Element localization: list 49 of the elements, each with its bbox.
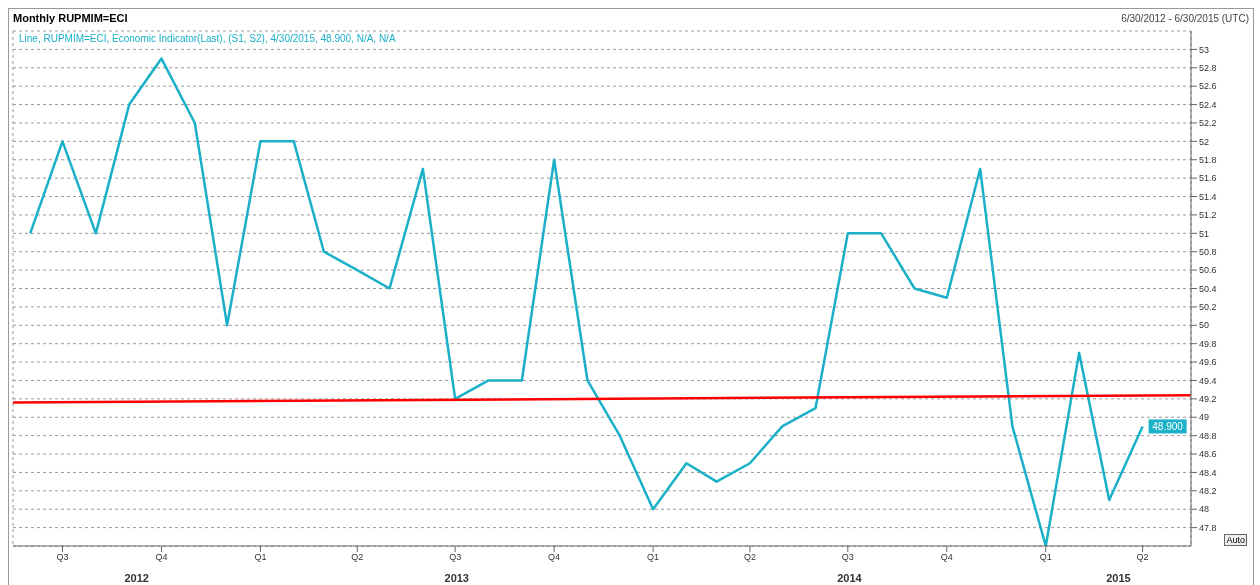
x-tick-label: Q1 [1039, 552, 1052, 563]
line-series [28, 57, 1144, 546]
y-tick-label: 51.8 [1199, 154, 1217, 165]
x-tick-label: Q1 [647, 552, 660, 563]
text: 2013 [444, 571, 470, 584]
y-tick-label: 47.8 [1199, 522, 1217, 533]
y-tick-label: 53 [1199, 44, 1210, 55]
y-tick-label: 49.8 [1199, 338, 1217, 349]
x-tick-label: Q3 [56, 552, 69, 563]
y-tick-label: 48.8 [1199, 430, 1217, 441]
x-tick-label: Q4 [155, 552, 168, 563]
text: 2015 [1106, 571, 1131, 584]
x-tick-label: Q2 [351, 552, 364, 563]
y-tick-label: 48 [1199, 504, 1210, 515]
chart-subtitle: Line, RUPMIM=ECI, Economic Indicator(Last), (S1, S2), 4/30/2015, 48.900, N/A, N/A [19, 33, 396, 44]
y-tick-label: 49.6 [1199, 357, 1217, 368]
y-tick-label: 51.4 [1199, 191, 1217, 202]
y-tick-label: 51.2 [1199, 210, 1217, 221]
y-tick-label: 50.8 [1199, 246, 1217, 257]
y-tick-label: 52.2 [1199, 118, 1217, 129]
y-tick-label: 52 [1199, 136, 1210, 147]
data-label: 48.900 [1152, 421, 1184, 433]
x-tick-label: Q1 [254, 552, 267, 563]
text: Auto [1224, 534, 1247, 546]
y-tick-label: 49.4 [1199, 375, 1217, 386]
x-tick-label: Q3 [449, 552, 462, 563]
y-tick-label: 49.2 [1199, 394, 1217, 405]
y-tick-label: 52.4 [1199, 99, 1217, 110]
text: 6/30/2012 - 6/30/2015 (UTC) [1121, 13, 1249, 24]
y-tick-label: 50.4 [1199, 283, 1217, 294]
text: 2012 [124, 571, 149, 584]
x-tick-label: Q2 [1136, 552, 1149, 563]
text: 2014 [837, 571, 863, 584]
y-tick-label: 51 [1199, 228, 1210, 239]
x-tick-label: Q4 [940, 552, 953, 563]
y-tick-label: 49 [1199, 412, 1210, 423]
y-tick-label: 51.6 [1199, 173, 1217, 184]
y-tick-label: 48.6 [1199, 449, 1217, 460]
x-tick-label: Q2 [743, 552, 756, 563]
y-tick-label: 50.6 [1199, 265, 1217, 276]
y-tick-label: 52.6 [1199, 81, 1217, 92]
y-tick-label: 48.2 [1199, 486, 1217, 497]
x-tick-label: Q4 [548, 552, 561, 563]
y-tick-label: 50 [1199, 320, 1210, 331]
x-tick-label: Q3 [841, 552, 854, 563]
chart-title: Monthly RUPMIM=ECI [13, 12, 128, 24]
y-tick-label: 50.2 [1199, 302, 1217, 313]
y-tick-label: 52.8 [1199, 62, 1217, 73]
y-tick-label: 48.4 [1199, 467, 1217, 478]
